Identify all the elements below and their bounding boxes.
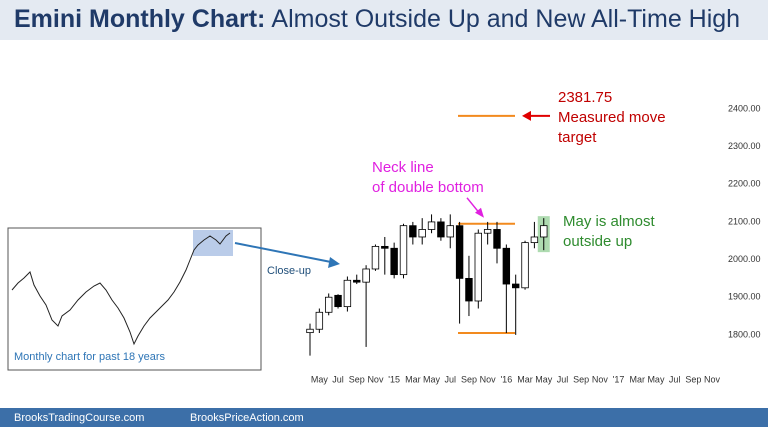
candle-body xyxy=(540,225,548,238)
title-bold: Emini Monthly Chart: xyxy=(14,5,265,33)
candle-body xyxy=(390,247,398,276)
x-tick-label: Nov xyxy=(704,374,721,384)
candle-body xyxy=(530,236,539,244)
title: Emini Monthly Chart: Almost Outside Up an… xyxy=(14,5,740,33)
highlight-text: outside up xyxy=(563,233,632,250)
y-tick-label: 2300.00 xyxy=(728,141,761,151)
target-arrowhead xyxy=(522,110,531,121)
y-tick-label: 1900.00 xyxy=(728,292,761,302)
candle-body xyxy=(315,311,324,330)
inset-price xyxy=(11,232,231,346)
candle-body xyxy=(371,245,380,270)
target-text: Measured move xyxy=(558,109,666,126)
candle-body xyxy=(427,221,436,230)
candle-body xyxy=(324,296,333,313)
x-tick-label: Sep xyxy=(349,374,365,384)
inset: Monthly chart for past 18 years xyxy=(7,227,262,371)
footer-left: BrooksTradingCourse.com xyxy=(14,412,144,424)
x-tick-label: Jul xyxy=(669,374,681,384)
inset-label: Monthly chart for past 18 years xyxy=(14,351,166,363)
y-tick-label: 2100.00 xyxy=(728,216,761,226)
candle-body xyxy=(409,225,417,238)
candle-body xyxy=(455,225,464,279)
x-tick-label: Sep xyxy=(685,374,701,384)
x-tick-label: Mar xyxy=(630,374,646,384)
candle-body xyxy=(437,221,445,238)
x-tick-label: Jul xyxy=(557,374,569,384)
y-tick-label: 1800.00 xyxy=(728,329,761,339)
x-tick-label: Nov xyxy=(592,374,609,384)
candle-body xyxy=(493,229,501,249)
candle-body xyxy=(418,229,426,238)
target-value: 2381.75 xyxy=(558,89,612,106)
x-tick-label: Mar xyxy=(405,374,421,384)
closeup-label: Close-up xyxy=(267,265,311,277)
candle-body xyxy=(343,279,352,308)
candle-body xyxy=(399,225,408,276)
candle-body xyxy=(512,283,520,289)
candle-body xyxy=(474,232,482,302)
candle-body xyxy=(334,294,342,308)
candle-body xyxy=(521,242,529,289)
x-tick-label: Sep xyxy=(461,374,477,384)
x-tick-label: May xyxy=(423,374,441,384)
target-text: target xyxy=(558,129,597,146)
title-rest: Almost Outside Up and New All-Time High xyxy=(271,5,740,33)
x-tick-label: May xyxy=(311,374,329,384)
x-tick-label: '17 xyxy=(613,374,625,384)
x-tick-label: '15 xyxy=(388,374,400,384)
candle-body xyxy=(446,225,454,238)
candle-body xyxy=(362,268,370,283)
x-tick-label: Nov xyxy=(367,374,384,384)
title-bar xyxy=(0,0,768,40)
highlight-text: May is almost xyxy=(563,213,656,230)
x-tick-label: Jul xyxy=(444,374,456,384)
x-tick-label: Jul xyxy=(332,374,344,384)
x-tick-label: May xyxy=(535,374,553,384)
closeup-arrow xyxy=(234,242,337,264)
y-tick-label: 2400.00 xyxy=(728,103,761,113)
y-tick-label: 2200.00 xyxy=(728,179,761,189)
y-tick-label: 2000.00 xyxy=(728,254,761,264)
candle-body xyxy=(465,277,473,302)
neck-text: of double bottom xyxy=(372,179,484,196)
candle-body xyxy=(381,245,389,249)
candle-body xyxy=(353,279,361,283)
x-tick-label: Sep xyxy=(573,374,589,384)
candle-body xyxy=(306,328,314,334)
inset-highlight xyxy=(193,230,233,256)
neck-arrowhead xyxy=(475,207,484,218)
x-tick-label: '16 xyxy=(500,374,512,384)
candle-body xyxy=(502,247,511,285)
x-tick-label: Mar xyxy=(517,374,533,384)
footer-bar xyxy=(0,408,768,427)
neck-text: Neck line xyxy=(372,159,434,176)
footer-right: BrooksPriceAction.com xyxy=(190,412,304,424)
x-tick-label: Nov xyxy=(480,374,497,384)
candle-body xyxy=(483,229,492,234)
closeup-arrowhead xyxy=(328,257,340,268)
x-tick-label: May xyxy=(647,374,665,384)
